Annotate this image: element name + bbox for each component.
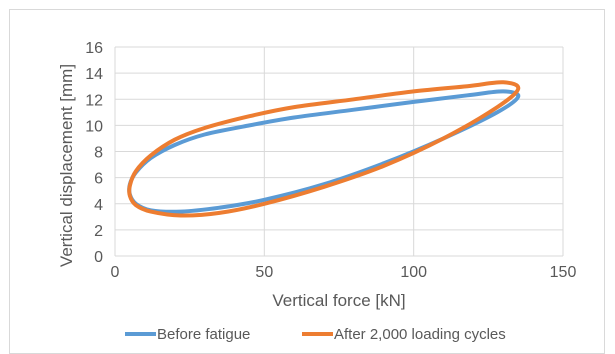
chart-area (9, 9, 605, 354)
y-tick-label: 10 (85, 118, 103, 135)
y-tick-label: 2 (94, 223, 103, 240)
legend: Before fatigue After 2,000 loading cycles (125, 326, 506, 343)
y-tick-label: 6 (94, 171, 103, 188)
series-line-2 (127, 80, 521, 218)
tick-labels: 0 2 4 6 8 10 12 14 16 0 50 100 150 (85, 40, 576, 281)
x-axis-title: Vertical force [kN] (272, 291, 405, 310)
y-tick-label: 16 (85, 40, 103, 57)
legend-label-1: Before fatigue (157, 326, 250, 343)
y-axis-title: Vertical displacement [mm] (57, 64, 76, 267)
x-tick-label: 0 (111, 264, 120, 281)
gridlines (114, 46, 564, 257)
y-tick-label: 4 (94, 197, 103, 214)
y-tick-label: 8 (94, 145, 103, 162)
series-group (127, 80, 521, 218)
y-tick-label: 14 (85, 66, 103, 83)
legend-label-2: After 2,000 loading cycles (334, 326, 506, 343)
x-tick-label: 150 (550, 264, 577, 281)
y-tick-label: 12 (85, 92, 103, 109)
x-tick-label: 50 (255, 264, 273, 281)
y-tick-label: 0 (94, 249, 103, 266)
x-tick-label: 100 (400, 264, 427, 281)
